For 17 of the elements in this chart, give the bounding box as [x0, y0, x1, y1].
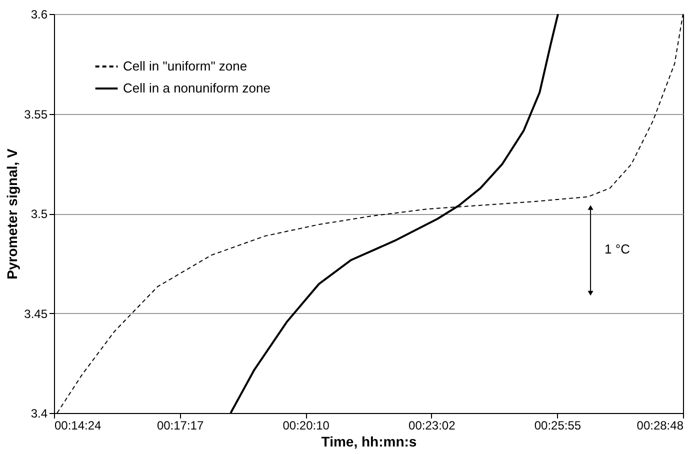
- x-tick-label: 00:28:48: [636, 418, 684, 432]
- legend-label: Cell in "uniform" zone: [123, 58, 248, 74]
- y-tick-label: 3.4: [30, 406, 48, 420]
- x-tick-label: 00:14:24: [54, 418, 102, 432]
- x-axis-title: Time, hh:mn:s: [321, 434, 417, 450]
- y-tick-label: 3.5: [30, 207, 48, 221]
- y-tick-label: 3.45: [24, 306, 48, 321]
- y-axis-title: Pyrometer signal, V: [4, 148, 20, 280]
- annotation: 1 °C: [604, 241, 630, 256]
- x-tick-label: 00:25:55: [534, 418, 582, 432]
- y-tick-label: 3.55: [24, 107, 48, 122]
- x-tick-label: 00:17:17: [156, 418, 204, 432]
- y-tick-label: 3.6: [30, 8, 48, 22]
- x-tick-label: 00:23:02: [408, 418, 456, 432]
- legend-label: Cell in a nonuniform zone: [123, 80, 270, 96]
- line-series: [56, 14, 683, 413]
- x-tick-label: 00:20:10: [282, 418, 330, 432]
